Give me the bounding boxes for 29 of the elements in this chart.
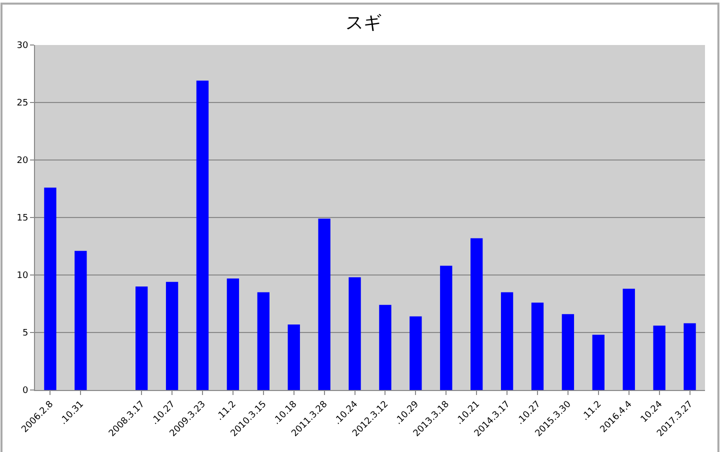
bar (410, 316, 422, 390)
bar (531, 302, 544, 390)
y-tick-label: 25 (16, 98, 28, 109)
bar (470, 238, 483, 390)
bar (622, 288, 635, 390)
bar (379, 304, 392, 390)
chart-title: スギ (346, 12, 382, 34)
bar (440, 266, 452, 390)
bar (653, 326, 666, 390)
bar (348, 277, 361, 390)
bar (592, 334, 604, 390)
bar (166, 282, 178, 390)
bar (500, 292, 514, 390)
bar (562, 314, 574, 390)
bar (288, 324, 300, 390)
y-tick-label: 30 (16, 41, 28, 52)
y-tick-label: 0 (22, 386, 28, 396)
bar (136, 286, 148, 390)
y-tick-label: 20 (16, 156, 28, 166)
y-tick-label: 15 (16, 214, 28, 224)
bar (318, 218, 330, 390)
bar (226, 278, 240, 390)
bar (684, 323, 696, 390)
bar (74, 250, 87, 390)
y-tick-label: 10 (16, 271, 28, 282)
y-tick-label: 5 (22, 328, 28, 339)
bar (196, 80, 209, 390)
bar (257, 292, 270, 390)
bar (44, 188, 56, 390)
